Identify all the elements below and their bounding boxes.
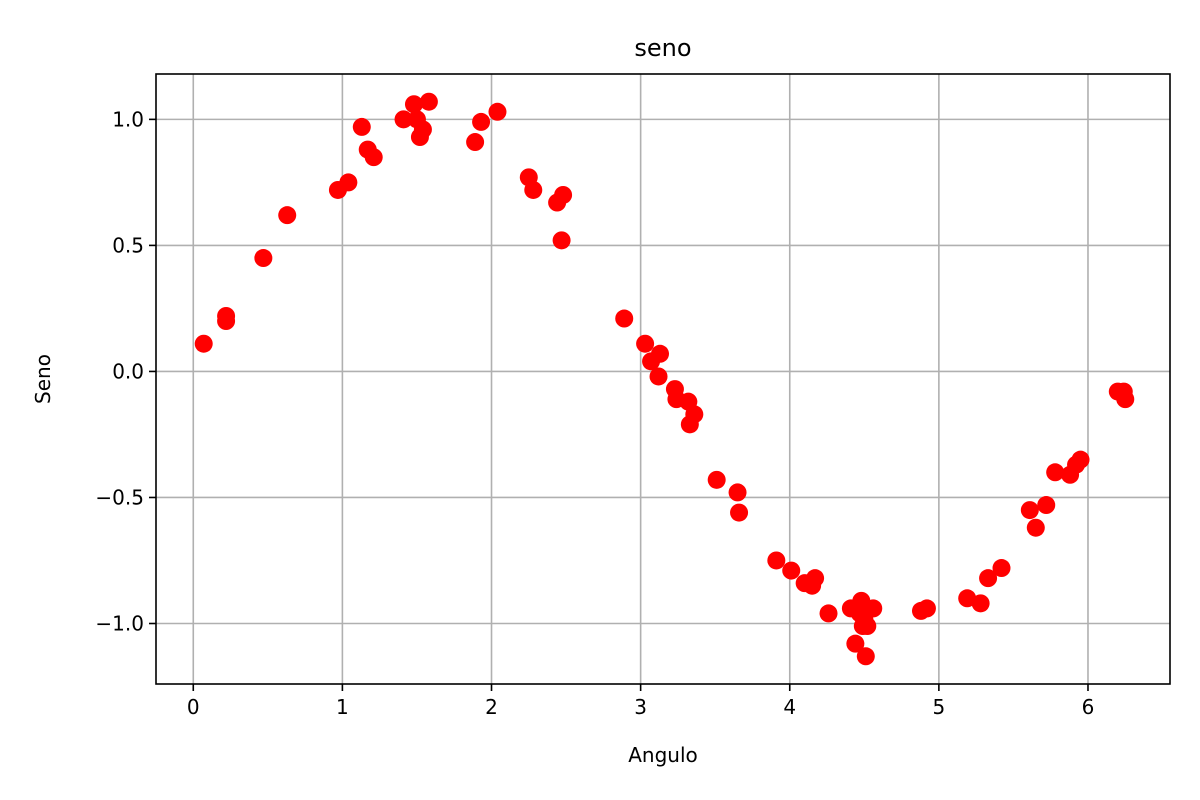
data-point <box>278 206 297 225</box>
x-tick-label: 3 <box>634 695 647 719</box>
data-point <box>636 334 655 353</box>
data-point <box>339 173 358 192</box>
data-point <box>971 594 990 613</box>
x-tick-label: 6 <box>1082 695 1095 719</box>
x-tick-label: 1 <box>336 695 349 719</box>
x-tick-label: 4 <box>783 695 796 719</box>
data-point <box>979 569 998 588</box>
data-point <box>1037 496 1056 515</box>
data-point <box>404 95 423 114</box>
data-point <box>1116 390 1135 409</box>
y-tick-label: 1.0 <box>112 107 144 131</box>
data-point <box>413 120 432 139</box>
data-point <box>488 102 507 121</box>
data-point <box>649 367 668 386</box>
data-point <box>472 112 491 131</box>
x-tick-label: 0 <box>187 695 200 719</box>
data-point <box>1071 450 1090 469</box>
data-point <box>194 334 213 353</box>
data-point <box>352 117 371 136</box>
data-point <box>554 185 573 204</box>
data-point <box>685 405 704 424</box>
data-point <box>856 647 875 666</box>
data-point <box>394 110 413 129</box>
data-points <box>194 92 1135 666</box>
y-tick-label: −0.5 <box>95 485 144 509</box>
x-tick-label: 2 <box>485 695 498 719</box>
data-point <box>364 148 383 167</box>
data-point <box>419 92 438 111</box>
y-axis-label: Seno <box>31 354 55 404</box>
y-tick-label: 0.5 <box>112 233 144 257</box>
x-axis-label: Angulo <box>628 743 698 767</box>
chart-title: seno <box>634 34 691 62</box>
data-point <box>846 634 865 653</box>
data-point <box>806 569 825 588</box>
data-point <box>917 599 936 618</box>
data-point <box>819 604 838 623</box>
data-point <box>730 503 749 522</box>
data-point <box>1020 501 1039 520</box>
data-point <box>864 599 883 618</box>
data-point <box>767 551 786 570</box>
data-point <box>782 561 801 580</box>
data-point <box>1026 518 1045 537</box>
data-point <box>466 133 485 152</box>
grid-lines <box>156 74 1170 684</box>
data-point <box>552 231 571 250</box>
axis-ticks: 0 1 2 3 4 5 6 1.0 0.5 0.0 −0.5 −1.0 <box>95 107 1094 719</box>
plot-frame <box>155 73 1171 685</box>
x-tick-label: 5 <box>933 695 946 719</box>
data-point <box>254 249 273 268</box>
data-point <box>651 344 670 363</box>
data-point <box>707 470 726 489</box>
data-point <box>858 617 877 636</box>
data-point <box>217 306 236 325</box>
data-point <box>992 559 1011 578</box>
data-point <box>728 483 747 502</box>
data-point <box>615 309 634 328</box>
data-point <box>524 180 543 199</box>
y-tick-label: 0.0 <box>112 359 144 383</box>
y-tick-label: −1.0 <box>95 612 144 636</box>
data-point <box>1046 463 1065 482</box>
